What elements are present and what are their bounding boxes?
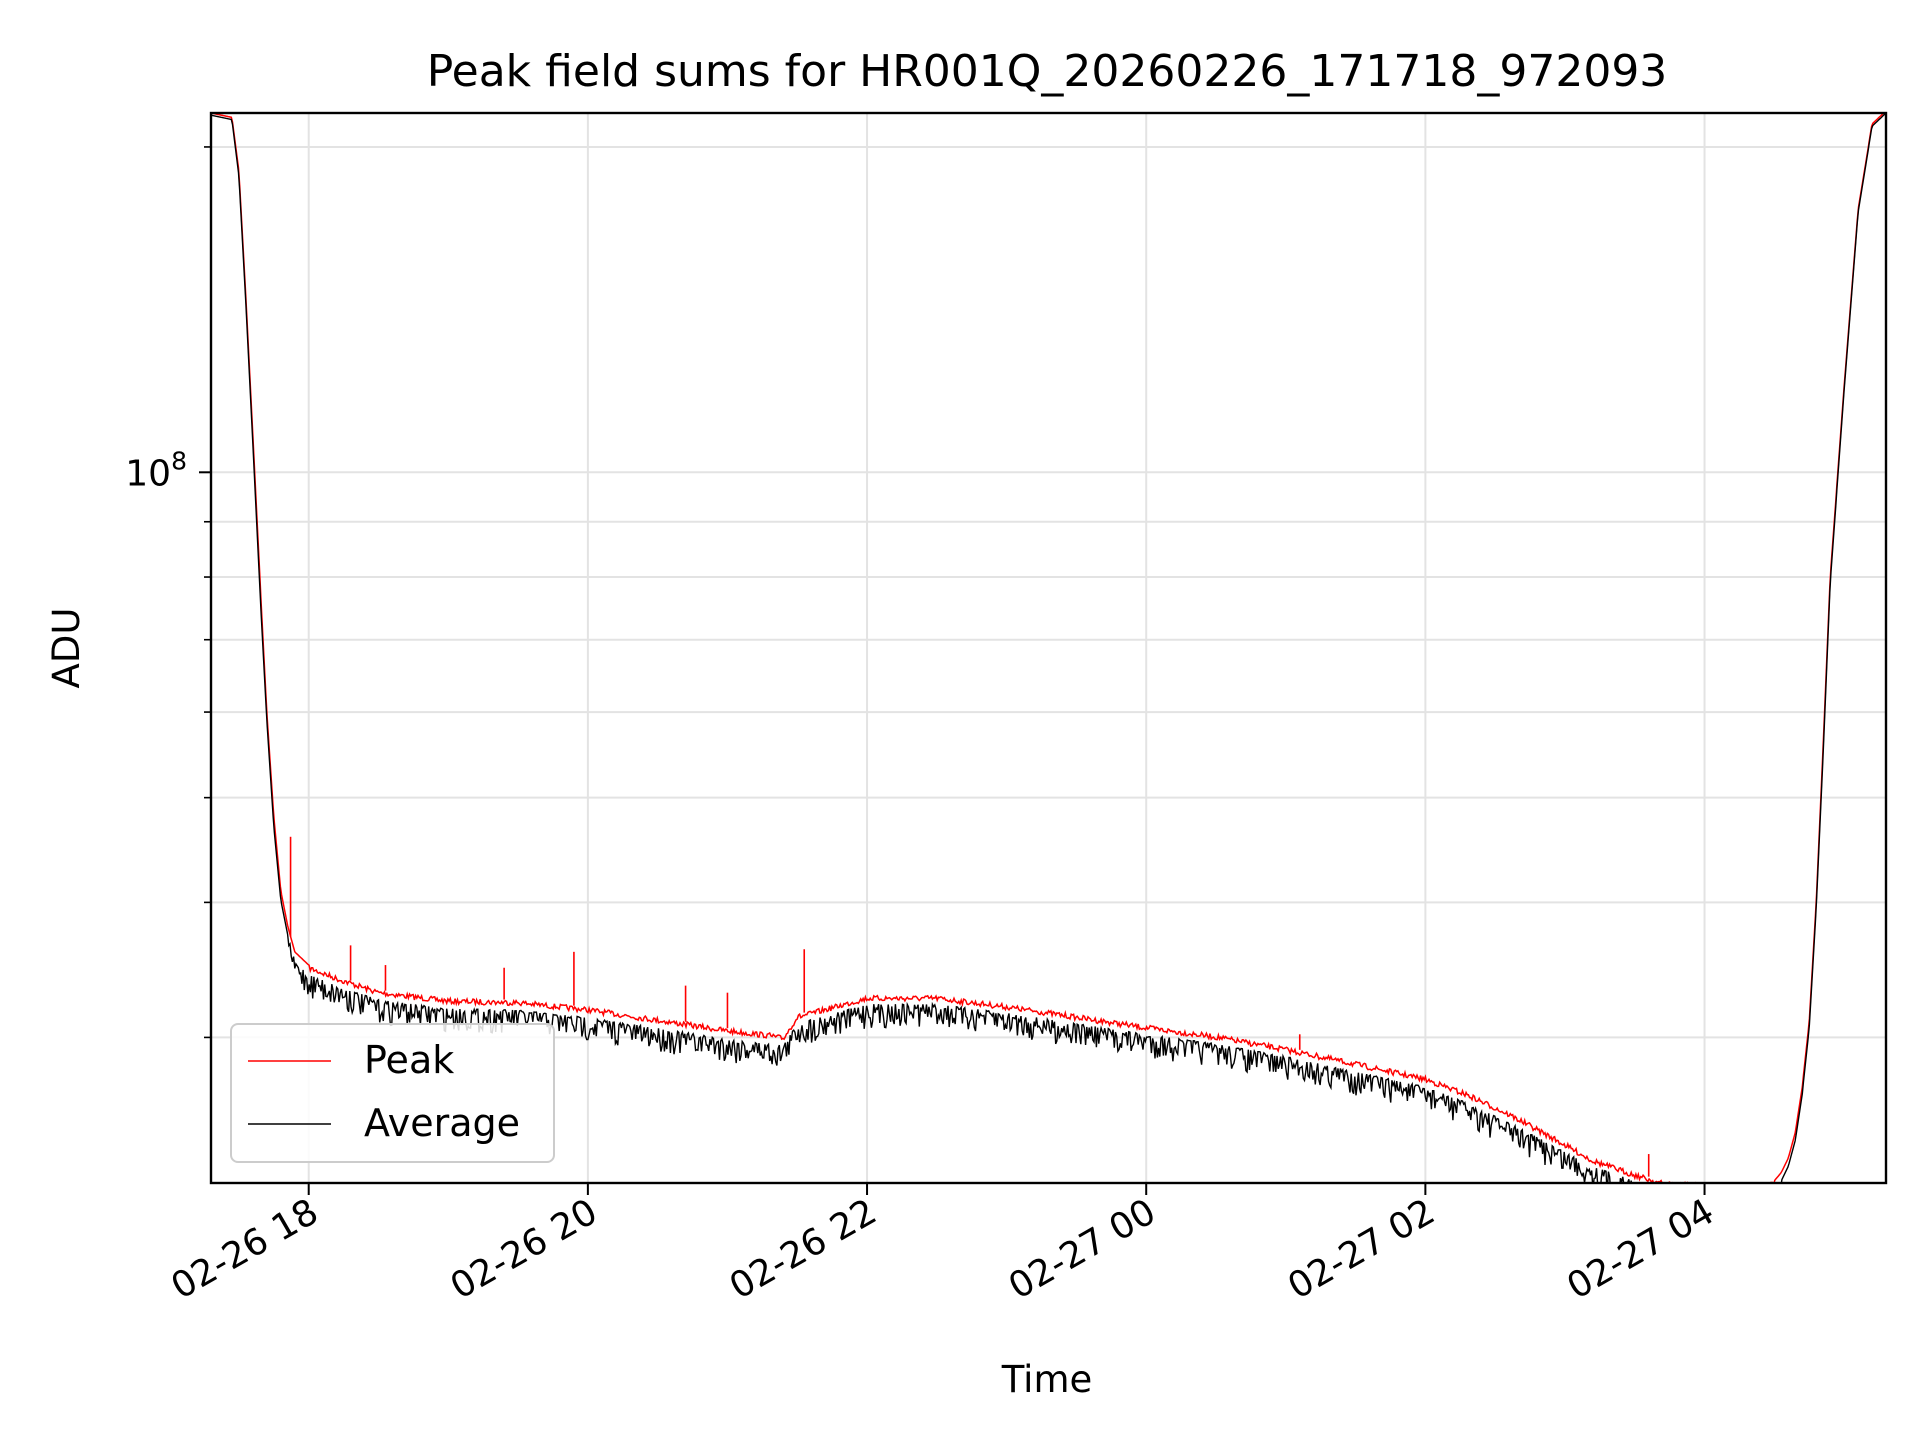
legend-box [230, 1023, 555, 1163]
average-series-line [211, 113, 1886, 1183]
legend: Peak Average [230, 1023, 555, 1163]
legend-peak-label: Peak [364, 1038, 454, 1082]
series-layer [211, 113, 1886, 1183]
y-tick-label-0: 108 [125, 446, 187, 494]
legend-average-label: Average [364, 1101, 520, 1145]
chart-title: Peak field sums for HR001Q_20260226_1717… [427, 46, 1668, 97]
peak-series-line [211, 113, 1885, 1183]
x-axis-label: Time [1001, 1358, 1093, 1401]
plot-frame [209, 111, 1888, 1185]
y-axis-label: ADU [45, 608, 88, 689]
y-axis: 108 [125, 146, 211, 1039]
